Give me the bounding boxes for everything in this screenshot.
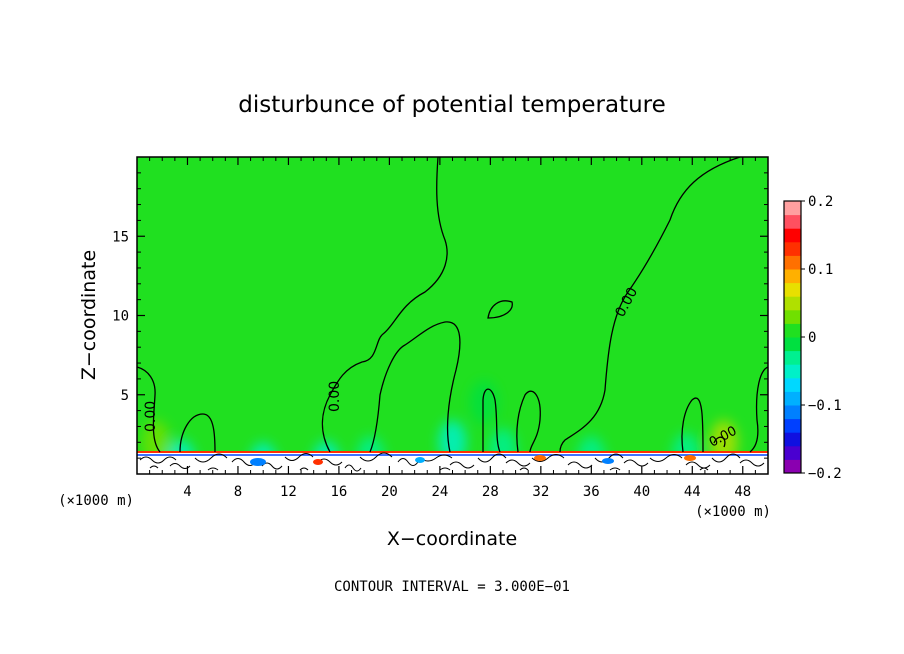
- x-tick-label: 16: [330, 484, 347, 500]
- colorbar-swatch: [784, 350, 801, 365]
- colorbar-swatch: [784, 269, 801, 284]
- contour-label: 0.00: [327, 381, 343, 412]
- x-tick-label: 48: [734, 484, 751, 500]
- colorbar-swatch: [784, 418, 801, 433]
- colorbar-tick-label: −0.2: [808, 466, 842, 482]
- colorbar: 0.2 0.1 0 −0.1 −0.2: [783, 194, 842, 482]
- x-tick-label: 24: [431, 484, 448, 500]
- x-tick-label: 8: [234, 484, 242, 500]
- colorbar-swatch: [784, 228, 801, 243]
- x-tick-label: 20: [381, 484, 398, 500]
- colorbar-tick-label: −0.1: [808, 398, 842, 414]
- colorbar-swatch: [784, 255, 801, 270]
- colorbar-swatch: [784, 323, 801, 338]
- x-tick-label: 32: [532, 484, 549, 500]
- y-tick-label: 5: [121, 388, 129, 404]
- x-tick-label: 4: [183, 484, 191, 500]
- zero-contours: [137, 157, 768, 453]
- colorbar-swatch: [784, 337, 801, 352]
- colorbar-swatch: [784, 377, 801, 392]
- plot-area: 0.00 0.00 0.00 0.00: [137, 157, 768, 474]
- colorbar-swatch: [784, 309, 801, 324]
- colorbar-swatch: [784, 391, 801, 406]
- colorbar-swatch: [784, 459, 801, 474]
- colorbar-swatch: [784, 405, 801, 420]
- x-tick-label: 28: [482, 484, 499, 500]
- colorbar-tick-label: 0: [808, 330, 816, 346]
- x-tick-label: 36: [583, 484, 600, 500]
- colorbar-swatch: [784, 445, 801, 460]
- y-tick-label: 10: [112, 309, 129, 325]
- x-axis: 4 8 12 16 20 24 28 32 36 40 44 48: [149, 157, 756, 500]
- contour-interval-note: CONTOUR INTERVAL = 3.000E−01: [334, 579, 570, 595]
- x-tick-label: 40: [633, 484, 650, 500]
- x-unit-right: (×1000 m): [695, 504, 771, 520]
- colorbar-swatch: [784, 214, 801, 229]
- colorbar-swatch: [784, 296, 801, 311]
- surface-layer: [137, 451, 768, 474]
- colorbar-swatch: [784, 282, 801, 297]
- chart-title: disturbunce of potential temperature: [238, 92, 666, 118]
- colorbar-tick-label: 0.2: [808, 194, 833, 210]
- anomaly-blob: [470, 380, 499, 425]
- x-tick-label: 44: [684, 484, 701, 500]
- colorbar-swatch: [784, 201, 801, 216]
- colorbar-swatch: [784, 364, 801, 379]
- x-tick-label: 12: [280, 484, 297, 500]
- colorbar-tick-label: 0.1: [808, 262, 833, 278]
- x-unit-left: (×1000 m): [58, 493, 134, 509]
- colorbar-swatch: [784, 241, 801, 256]
- x-axis-label: X−coordinate: [387, 528, 517, 550]
- contour-label: 0.00: [143, 401, 159, 432]
- colorbar-swatch: [784, 432, 801, 447]
- y-axis: 5 10 15: [112, 172, 768, 459]
- y-axis-label: Z−coordinate: [78, 250, 100, 380]
- y-tick-label: 15: [112, 229, 129, 245]
